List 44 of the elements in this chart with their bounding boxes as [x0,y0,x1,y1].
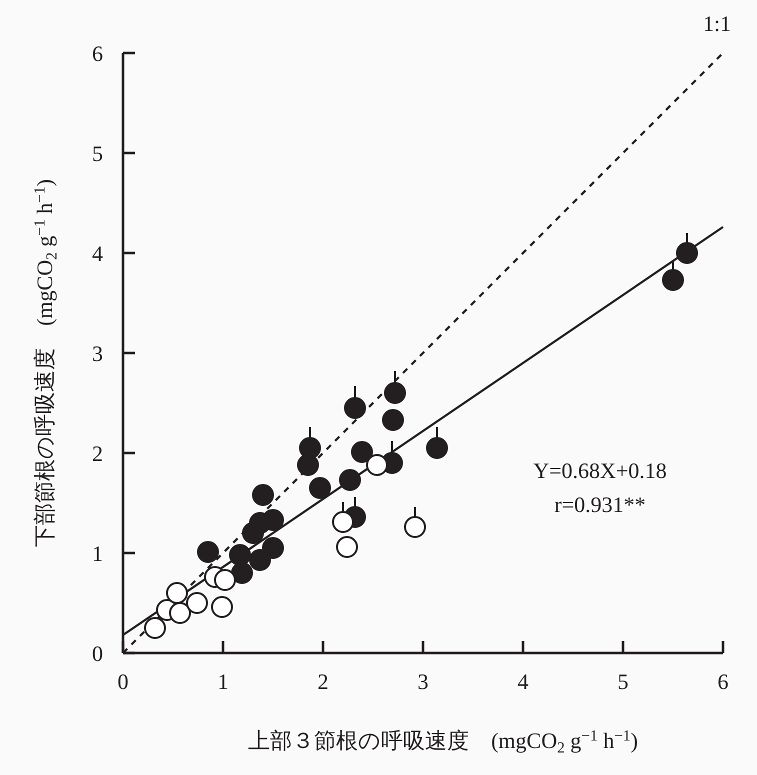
point [404,516,426,538]
x-tick-label: 4 [518,669,528,694]
x-tick-label: 6 [718,669,728,694]
point [309,477,331,499]
point [676,242,698,264]
point [144,617,166,639]
y-tick-label: 5 [92,141,103,166]
annotation: Y=0.68X+0.18 [533,458,667,483]
point [211,596,233,618]
annotation: r=0.931** [554,492,646,517]
point [186,592,208,614]
y-tick-label: 0 [92,641,103,666]
annotation: 1:1 [702,11,732,36]
point [249,549,271,571]
point [229,544,251,566]
x-tick-label: 5 [618,669,628,694]
y-tick-label: 2 [92,441,103,466]
point [384,382,406,404]
x-tick-label: 3 [418,669,428,694]
point [351,441,373,463]
y-tick-label: 1 [92,541,103,566]
y-tick-label: 4 [92,241,103,266]
point [231,562,253,584]
point [169,602,191,624]
point [214,569,236,591]
x-tick-label: 1 [218,669,228,694]
point [382,409,404,431]
point [252,484,274,506]
point [166,582,188,604]
point [262,537,284,559]
x-axis-title: 上部３節根の呼吸速度 (mgCO$_{2}$ g$^{−1}$ h$^{−1}$) [248,727,638,757]
y-tick-label: 6 [92,41,103,66]
point [366,454,388,476]
y-tick-label: 3 [92,341,103,366]
point [197,541,219,563]
x-tick-label: 2 [318,669,328,694]
x-tick-label: 0 [118,669,128,694]
point [344,397,366,419]
point [297,454,319,476]
point [662,269,684,291]
point [426,437,448,459]
point [339,469,361,491]
point [332,511,354,533]
point [336,536,358,558]
